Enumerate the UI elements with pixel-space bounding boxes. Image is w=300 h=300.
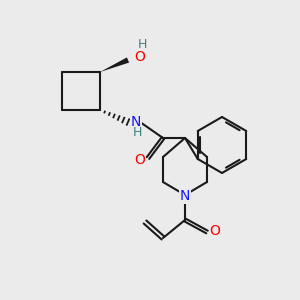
Text: H: H (132, 127, 142, 140)
Text: O: O (135, 153, 146, 167)
Text: O: O (135, 50, 146, 64)
Polygon shape (100, 57, 129, 72)
Text: N: N (131, 115, 141, 129)
Text: O: O (210, 224, 220, 238)
Text: N: N (180, 189, 190, 203)
Text: H: H (137, 38, 147, 50)
